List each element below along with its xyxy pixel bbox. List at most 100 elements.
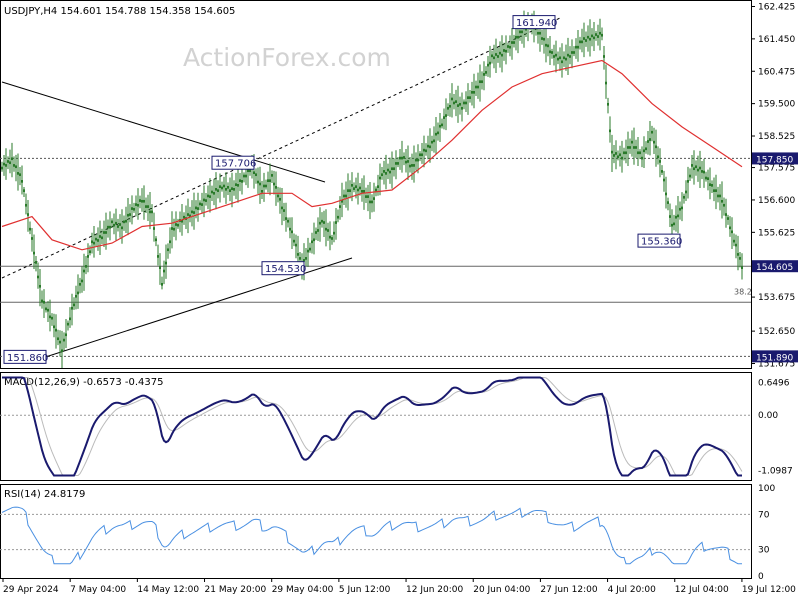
candle-body bbox=[439, 124, 441, 128]
candle-body bbox=[667, 201, 669, 204]
annotation-box bbox=[512, 15, 556, 30]
lower-ascending-trendline bbox=[29, 257, 353, 363]
candle-body bbox=[629, 146, 631, 149]
candle-body bbox=[477, 85, 479, 89]
candle-body bbox=[295, 243, 297, 247]
candle-body bbox=[257, 180, 259, 184]
candle-body bbox=[615, 152, 617, 155]
candle-body bbox=[331, 237, 333, 240]
candle-body bbox=[423, 148, 425, 152]
candle-body bbox=[643, 149, 645, 153]
candle-body bbox=[381, 173, 383, 177]
candle-body bbox=[563, 56, 565, 60]
candle-body bbox=[543, 37, 545, 41]
candle-body bbox=[525, 27, 527, 31]
candle-body bbox=[45, 307, 47, 311]
time-tick-label: 4 Jul 20:00 bbox=[608, 585, 657, 595]
candle-body bbox=[363, 189, 365, 193]
macd-axis: 0.6496 0.00 -1.0987 bbox=[0, 379, 793, 476]
candle-body bbox=[121, 226, 123, 230]
level-price-box bbox=[752, 152, 798, 165]
candle-body bbox=[575, 45, 577, 49]
candle-body bbox=[399, 156, 401, 160]
candle-body bbox=[739, 257, 741, 260]
time-tick-label: 21 May 20:00 bbox=[205, 585, 267, 595]
candle-body bbox=[671, 223, 673, 227]
candle-body bbox=[519, 30, 521, 34]
candle-body bbox=[471, 91, 473, 94]
candle-body bbox=[727, 217, 729, 220]
candle-body bbox=[71, 306, 73, 310]
candle-body bbox=[677, 214, 679, 218]
rsi-tick-label: 0 bbox=[758, 572, 764, 582]
time-tick-label: 20 Jun 04:00 bbox=[473, 585, 530, 595]
candle-body bbox=[603, 55, 605, 58]
candle-body bbox=[355, 185, 357, 188]
candle-body bbox=[657, 155, 659, 159]
candle-body bbox=[735, 243, 737, 247]
candle-body bbox=[193, 211, 195, 214]
candle-body bbox=[581, 40, 583, 44]
candle-body bbox=[609, 129, 611, 133]
candle-body bbox=[493, 56, 495, 60]
candle-body bbox=[489, 61, 491, 65]
candle-body bbox=[291, 230, 293, 234]
candle-body bbox=[571, 51, 573, 54]
candle-body bbox=[621, 156, 623, 160]
candle-body bbox=[231, 187, 233, 190]
candle-body bbox=[505, 49, 507, 53]
candle-body bbox=[175, 223, 177, 226]
price-axis: 162.425 161.450 160.475 159.500 158.525 157.5… bbox=[751, 2, 795, 370]
candle-body bbox=[661, 170, 663, 173]
candle-body bbox=[689, 174, 691, 178]
candle-body bbox=[21, 180, 23, 183]
candle-body bbox=[109, 225, 111, 229]
candle-body bbox=[9, 161, 11, 165]
candle-body bbox=[287, 219, 289, 223]
candle-body bbox=[597, 35, 599, 38]
candle-body bbox=[559, 56, 561, 60]
candle-body bbox=[403, 156, 405, 159]
candle-body bbox=[605, 81, 607, 85]
candle-body bbox=[701, 170, 703, 173]
candle-body bbox=[361, 189, 363, 193]
candle-body bbox=[429, 145, 431, 149]
price-tick-label: 159.500 bbox=[758, 100, 795, 110]
candle-body bbox=[459, 102, 461, 106]
candle-body bbox=[653, 140, 655, 144]
price-annotations: 161.940 157.706 154.530 155.360 151.860 38.2 bbox=[3, 15, 752, 364]
candle-body bbox=[1, 166, 3, 170]
time-axis: 29 Apr 2024 7 May 04:00 14 May 12:00 21 May… bbox=[2, 578, 796, 595]
candle-body bbox=[227, 185, 229, 189]
candle-body bbox=[389, 170, 391, 174]
candle-body bbox=[91, 240, 93, 244]
candle-body bbox=[695, 165, 697, 169]
candle-body bbox=[43, 300, 45, 304]
annotation-box bbox=[261, 261, 305, 276]
candle-body bbox=[475, 85, 477, 89]
candle-body bbox=[349, 189, 351, 192]
candle-body bbox=[501, 53, 503, 57]
candle-body bbox=[495, 53, 497, 56]
candle-body bbox=[61, 349, 63, 353]
candle-body bbox=[281, 206, 283, 210]
candle-body bbox=[451, 97, 453, 101]
price-tick-label: 160.475 bbox=[758, 67, 795, 77]
candle-body bbox=[685, 190, 687, 194]
candle-body bbox=[11, 157, 13, 161]
candle-body bbox=[149, 210, 151, 214]
candle-body bbox=[555, 53, 557, 57]
candle-body bbox=[593, 36, 595, 40]
candle-body bbox=[267, 179, 269, 183]
candle-body bbox=[75, 294, 77, 298]
candle-body bbox=[521, 30, 523, 34]
candle-body bbox=[195, 206, 197, 210]
candle-body bbox=[469, 96, 471, 99]
candle-body bbox=[421, 153, 423, 157]
annotation-box bbox=[637, 233, 681, 248]
candle-body bbox=[269, 179, 271, 183]
candle-body bbox=[53, 325, 55, 329]
candle-body bbox=[407, 160, 409, 163]
candle-body bbox=[313, 238, 315, 242]
candle-body bbox=[693, 167, 695, 171]
